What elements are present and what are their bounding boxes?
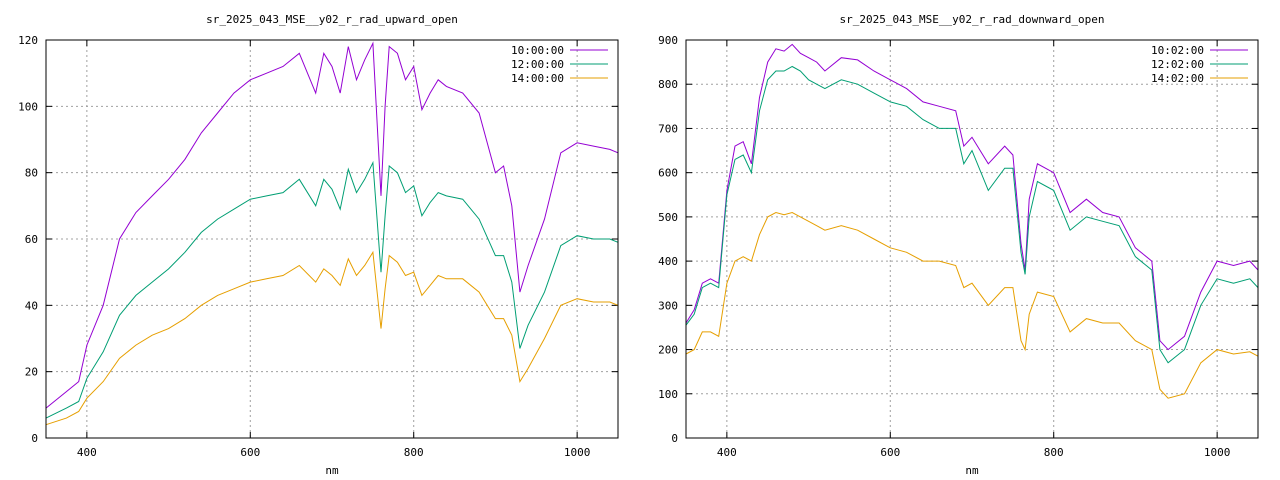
y-tick-label: 300 (658, 299, 678, 312)
y-tick-label: 200 (658, 344, 678, 357)
plot-frame (685, 39, 1259, 439)
x-tick-label: 400 (717, 446, 737, 459)
chart-title: sr_2025_043_MSE__y02_r_rad_downward_open (840, 13, 1105, 26)
y-tick-label: 900 (658, 34, 678, 47)
x-tick-label: 600 (880, 446, 900, 459)
y-tick-label: 40 (25, 299, 38, 312)
y-tick-label: 100 (18, 100, 38, 113)
x-axis-label: nm (325, 464, 339, 477)
legend-label: 12:00:00 (511, 58, 564, 71)
x-tick-label: 400 (77, 446, 97, 459)
y-tick-label: 800 (658, 78, 678, 91)
y-tick-label: 700 (658, 122, 678, 135)
series-line (45, 41, 619, 409)
downward-chart: sr_2025_043_MSE__y02_r_rad_downward_open… (658, 13, 1259, 477)
y-tick-label: 0 (671, 432, 678, 445)
series-line (685, 43, 1259, 351)
series-line (685, 65, 1259, 364)
x-tick-label: 1000 (1204, 446, 1231, 459)
legend-label: 10:02:00 (1151, 44, 1204, 57)
legend-label: 14:00:00 (511, 72, 564, 85)
x-tick-label: 1000 (564, 446, 591, 459)
y-tick-label: 400 (658, 255, 678, 268)
upward-chart: sr_2025_043_MSE__y02_r_rad_upward_open n… (18, 13, 619, 477)
series-line (45, 250, 619, 426)
x-axis-label: nm (965, 464, 979, 477)
legend-label: 14:02:00 (1151, 72, 1204, 85)
series-line (45, 160, 619, 419)
y-tick-label: 120 (18, 34, 38, 47)
y-tick-label: 0 (31, 432, 38, 445)
plot-frame (45, 39, 619, 439)
y-tick-label: 600 (658, 167, 678, 180)
x-tick-label: 600 (240, 446, 260, 459)
y-tick-label: 80 (25, 167, 38, 180)
y-tick-label: 500 (658, 211, 678, 224)
y-tick-label: 20 (25, 366, 38, 379)
y-tick-label: 100 (658, 388, 678, 401)
chart-title: sr_2025_043_MSE__y02_r_rad_upward_open (206, 13, 458, 26)
series-line (685, 211, 1259, 399)
x-tick-label: 800 (1044, 446, 1064, 459)
y-tick-label: 60 (25, 233, 38, 246)
x-tick-label: 800 (404, 446, 424, 459)
legend-label: 10:00:00 (511, 44, 564, 57)
legend-label: 12:02:00 (1151, 58, 1204, 71)
